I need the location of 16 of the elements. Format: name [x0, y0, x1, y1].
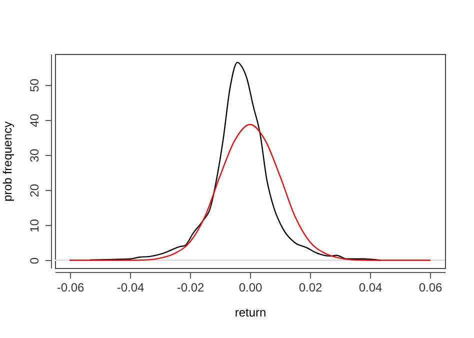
y-tick-label: 40	[28, 113, 42, 128]
y-tick-label: 50	[28, 78, 42, 92]
x-tick-label: -0.02	[176, 280, 204, 294]
x-tick-label: 0.04	[358, 280, 382, 294]
y-tick-label: 10	[28, 218, 42, 232]
x-tick-label: 0.00	[238, 280, 262, 294]
line-series	[69, 124, 431, 261]
x-axis-title: return	[234, 306, 266, 320]
x-tick-label: -0.06	[56, 280, 84, 294]
x-tick-label: 0.06	[418, 280, 442, 294]
y-tick-label: 20	[28, 184, 42, 198]
y-axis-title: prob frequency	[0, 121, 14, 202]
y-tick-label: 30	[28, 148, 42, 162]
y-tick-label: 0	[28, 257, 42, 264]
x-tick-label: 0.02	[298, 280, 322, 294]
x-tick-label: -0.04	[116, 280, 144, 294]
